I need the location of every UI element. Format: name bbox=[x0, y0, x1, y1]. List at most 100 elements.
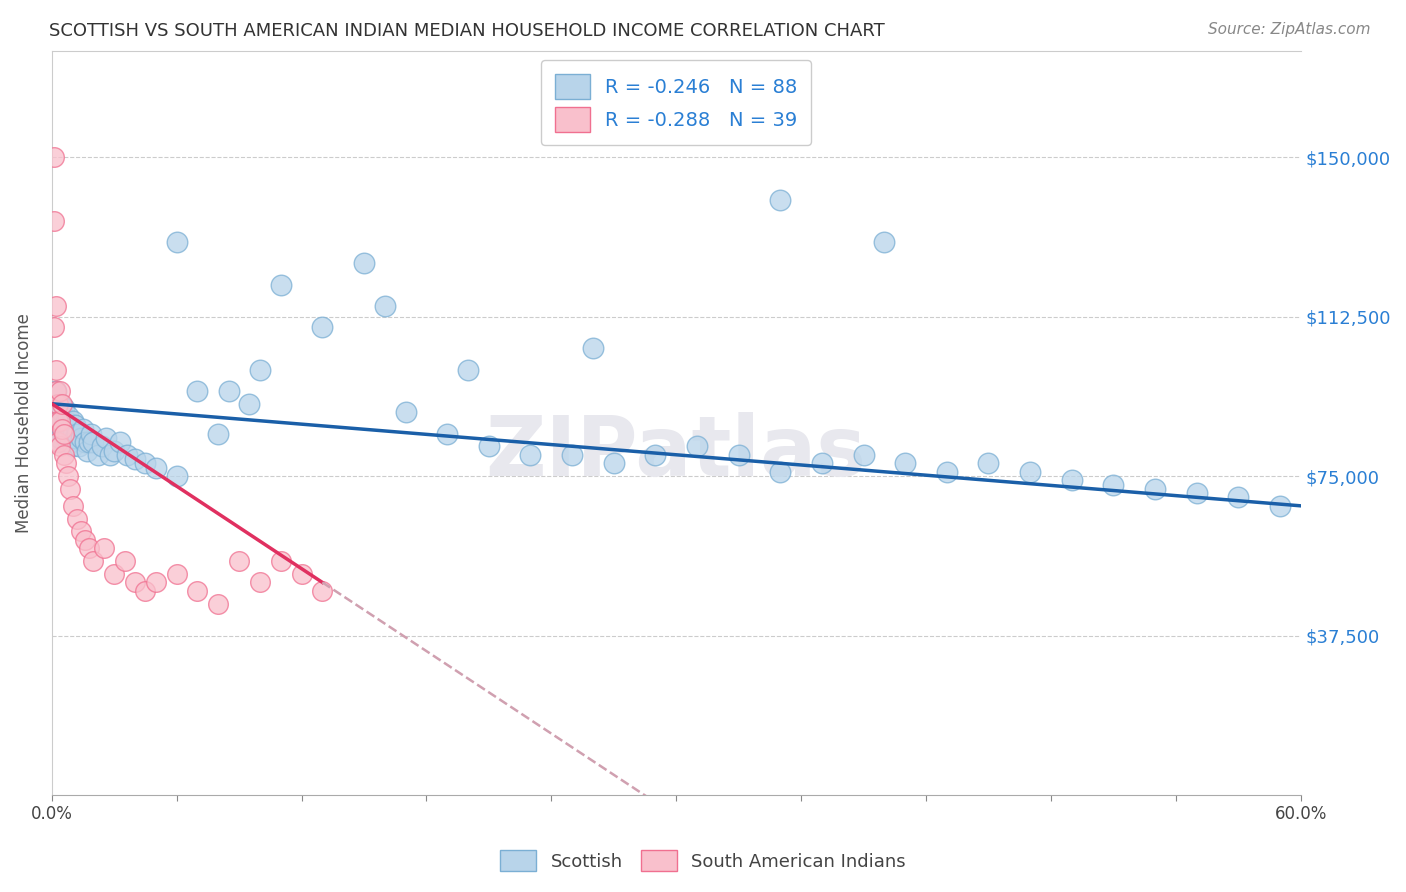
Point bbox=[207, 426, 229, 441]
Point bbox=[59, 435, 82, 450]
Point bbox=[62, 439, 84, 453]
Point bbox=[49, 422, 72, 436]
Point bbox=[42, 214, 65, 228]
Point bbox=[270, 277, 292, 292]
Point bbox=[59, 482, 82, 496]
Point bbox=[63, 417, 86, 432]
Point bbox=[94, 431, 117, 445]
Point bbox=[51, 422, 73, 436]
Point bbox=[1185, 486, 1208, 500]
Point bbox=[45, 362, 67, 376]
Point bbox=[49, 414, 72, 428]
Y-axis label: Median Household Income: Median Household Income bbox=[15, 313, 32, 533]
Point bbox=[93, 541, 115, 556]
Point bbox=[124, 452, 146, 467]
Point bbox=[59, 422, 82, 436]
Point bbox=[45, 426, 67, 441]
Point bbox=[134, 583, 156, 598]
Point bbox=[46, 401, 69, 415]
Point bbox=[935, 465, 957, 479]
Point bbox=[46, 435, 69, 450]
Text: Source: ZipAtlas.com: Source: ZipAtlas.com bbox=[1208, 22, 1371, 37]
Point bbox=[98, 448, 121, 462]
Point bbox=[186, 583, 208, 598]
Point bbox=[46, 409, 69, 424]
Point bbox=[894, 456, 917, 470]
Point bbox=[811, 456, 834, 470]
Point bbox=[90, 439, 112, 453]
Point bbox=[103, 443, 125, 458]
Point bbox=[80, 426, 103, 441]
Point bbox=[166, 469, 188, 483]
Point bbox=[51, 414, 73, 428]
Point bbox=[55, 414, 77, 428]
Point bbox=[353, 256, 375, 270]
Point bbox=[124, 575, 146, 590]
Point bbox=[145, 460, 167, 475]
Point bbox=[603, 456, 626, 470]
Point bbox=[852, 448, 875, 462]
Point bbox=[394, 405, 416, 419]
Point bbox=[66, 511, 89, 525]
Point bbox=[46, 435, 69, 450]
Point bbox=[270, 554, 292, 568]
Text: ZIPatlas: ZIPatlas bbox=[485, 412, 866, 493]
Point bbox=[582, 342, 605, 356]
Point bbox=[1060, 473, 1083, 487]
Point bbox=[49, 431, 72, 445]
Point bbox=[46, 417, 69, 432]
Point bbox=[82, 435, 104, 450]
Legend: Scottish, South American Indians: Scottish, South American Indians bbox=[494, 843, 912, 879]
Point bbox=[249, 575, 271, 590]
Point bbox=[238, 397, 260, 411]
Point bbox=[82, 554, 104, 568]
Point bbox=[457, 362, 479, 376]
Point bbox=[49, 414, 72, 428]
Point bbox=[77, 541, 100, 556]
Point bbox=[63, 431, 86, 445]
Point bbox=[42, 150, 65, 164]
Point bbox=[72, 422, 94, 436]
Point bbox=[51, 397, 73, 411]
Point bbox=[66, 426, 89, 441]
Point bbox=[73, 533, 96, 547]
Point bbox=[145, 575, 167, 590]
Point bbox=[1268, 499, 1291, 513]
Point bbox=[58, 409, 80, 424]
Point bbox=[51, 422, 73, 436]
Point bbox=[73, 435, 96, 450]
Point bbox=[53, 417, 76, 432]
Point bbox=[311, 320, 333, 334]
Point bbox=[1227, 491, 1250, 505]
Point bbox=[166, 566, 188, 581]
Point bbox=[769, 465, 792, 479]
Text: SCOTTISH VS SOUTH AMERICAN INDIAN MEDIAN HOUSEHOLD INCOME CORRELATION CHART: SCOTTISH VS SOUTH AMERICAN INDIAN MEDIAN… bbox=[49, 22, 884, 40]
Point bbox=[45, 384, 67, 398]
Point bbox=[218, 384, 240, 398]
Point bbox=[53, 426, 76, 441]
Point bbox=[70, 431, 93, 445]
Point bbox=[53, 426, 76, 441]
Point bbox=[186, 384, 208, 398]
Point bbox=[49, 397, 72, 411]
Point bbox=[249, 362, 271, 376]
Point bbox=[67, 439, 90, 453]
Point bbox=[46, 397, 69, 411]
Point bbox=[115, 448, 138, 462]
Point bbox=[207, 597, 229, 611]
Point bbox=[561, 448, 583, 462]
Point bbox=[769, 193, 792, 207]
Point bbox=[55, 431, 77, 445]
Point bbox=[76, 443, 98, 458]
Legend: R = -0.246   N = 88, R = -0.288   N = 39: R = -0.246 N = 88, R = -0.288 N = 39 bbox=[541, 61, 811, 145]
Point bbox=[436, 426, 458, 441]
Point bbox=[1143, 482, 1166, 496]
Point bbox=[58, 469, 80, 483]
Point bbox=[644, 448, 666, 462]
Point bbox=[977, 456, 1000, 470]
Point bbox=[45, 299, 67, 313]
Point bbox=[53, 401, 76, 415]
Point bbox=[478, 439, 501, 453]
Point bbox=[51, 405, 73, 419]
Point bbox=[42, 414, 65, 428]
